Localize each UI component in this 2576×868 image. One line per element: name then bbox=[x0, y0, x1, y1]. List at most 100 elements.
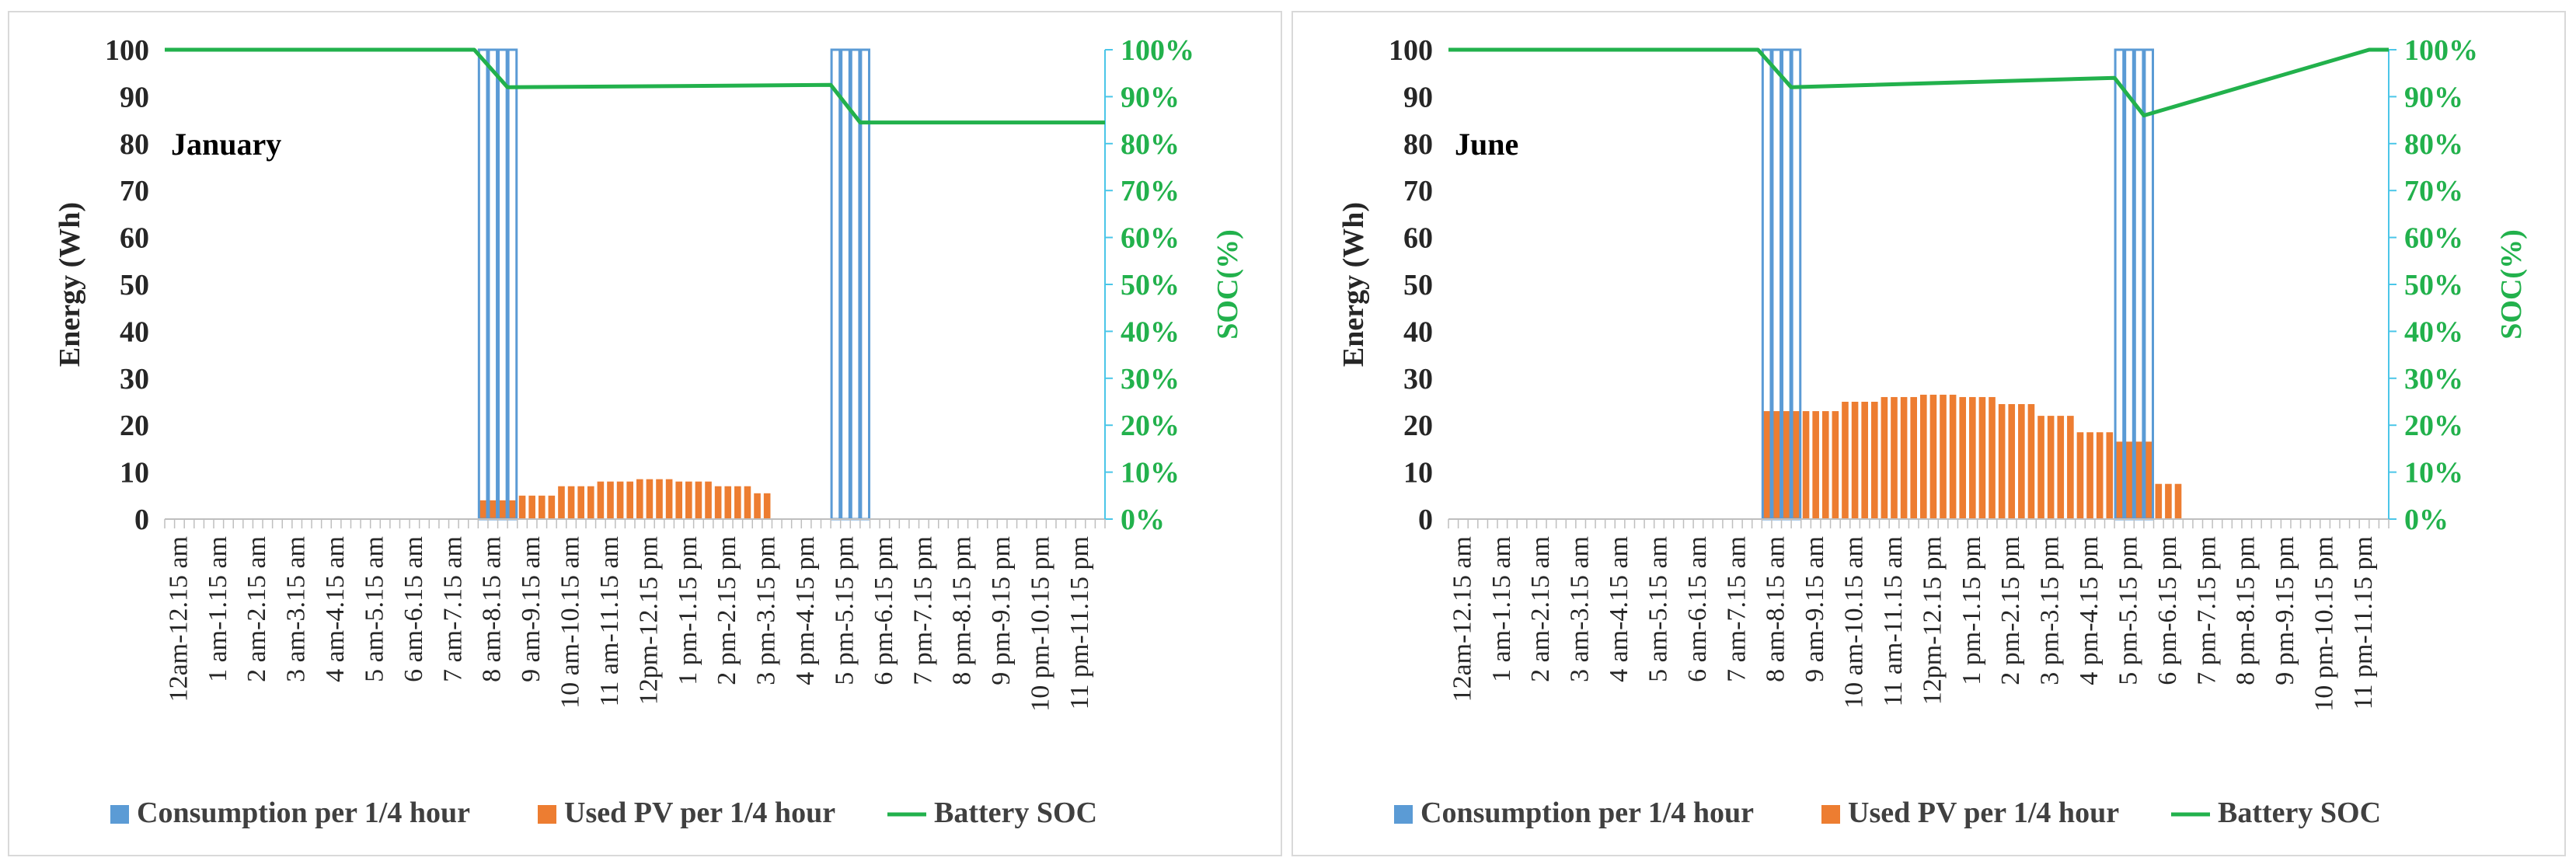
january-used-pv-bar bbox=[567, 486, 575, 519]
january-consumption-bar bbox=[507, 48, 518, 521]
june-used-pv-bar bbox=[2037, 416, 2044, 519]
january-battery-soc-line bbox=[165, 47, 1105, 125]
january-used-pv-bar bbox=[616, 481, 624, 519]
june-x-tick-label: 5 am-5.15 am bbox=[1644, 536, 1672, 682]
january-legend-battery-soc-label: Battery SOC bbox=[934, 797, 1097, 829]
june-x-tick-label: 3 am-3.15 am bbox=[1566, 536, 1595, 682]
january-y2-tick-label: 0% bbox=[1121, 504, 1165, 536]
june-x-tick-label: 6 am-6.15 am bbox=[1683, 536, 1712, 682]
june-used-pv-bar bbox=[2008, 404, 2016, 519]
january-consumption-bar bbox=[497, 48, 508, 521]
january-consumption-bar bbox=[487, 48, 499, 521]
january-used-pv-bar bbox=[528, 495, 535, 519]
june-legend-used-pv-swatch bbox=[1821, 805, 1840, 824]
june-used-pv-bar bbox=[1881, 396, 1888, 519]
january-y-tick-label: 30 bbox=[120, 363, 149, 396]
june-legend-used-pv-label: Used PV per 1/4 hour bbox=[1848, 797, 2119, 829]
june-y2-tick-label: 10% bbox=[2404, 457, 2463, 490]
january-y-tick-label: 60 bbox=[120, 222, 149, 255]
june-used-pv-bar bbox=[2027, 404, 2035, 519]
january-y-tick-label: 90 bbox=[120, 81, 149, 113]
june-x-tick-label: 8 am-8.15 am bbox=[1762, 536, 1790, 682]
june-used-pv-bar bbox=[2106, 432, 2114, 519]
june-used-pv-bar bbox=[1842, 402, 1849, 519]
june-x-tick-label: 4 am-4.15 am bbox=[1605, 536, 1633, 682]
january-y2-tick-label: 100% bbox=[1121, 34, 1194, 67]
january-y-tick-label: 70 bbox=[120, 175, 149, 207]
january-y-axis-title: Energy (Wh) bbox=[54, 202, 86, 367]
june-used-pv-bar bbox=[2155, 483, 2163, 519]
june-used-pv-bar bbox=[1832, 411, 1839, 519]
january-used-pv-bar bbox=[685, 481, 692, 519]
june-month-label: June bbox=[1455, 127, 1518, 162]
january-legend-used-pv-label: Used PV per 1/4 hour bbox=[564, 797, 835, 829]
june-y2-tick-label: 40% bbox=[2404, 315, 2463, 348]
january-used-pv-bar bbox=[724, 486, 732, 519]
june-x-tick-label: 12am-12.15 am bbox=[1448, 536, 1476, 702]
june-y2-tick-label: 60% bbox=[2404, 222, 2463, 255]
june-y2-tick-label: 20% bbox=[2404, 410, 2463, 442]
june-y-tick-label: 100 bbox=[1389, 34, 1433, 67]
june-used-pv-bar bbox=[1821, 411, 1829, 519]
june-x-tick-label: 5 pm-5.15 pm bbox=[2114, 536, 2142, 685]
june-x-tick-label: 1 am-1.15 am bbox=[1487, 536, 1516, 682]
june-y2-tick-label: 0% bbox=[2404, 504, 2449, 536]
june-x-tick-label: 4 pm-4.15 pm bbox=[2075, 536, 2104, 685]
june-y2-tick-label: 30% bbox=[2404, 363, 2463, 396]
june-y2-axis-title: SOC(%) bbox=[2495, 229, 2528, 339]
january-x-tick-label: 9 pm-9.15 pm bbox=[987, 536, 1016, 685]
june-used-pv-bar bbox=[1851, 402, 1859, 519]
june-legend-consumption-swatch bbox=[1394, 805, 1413, 824]
january-consumption-bar bbox=[840, 48, 851, 521]
january-used-pv-bar bbox=[538, 495, 546, 519]
june-used-pv-bar bbox=[2145, 441, 2152, 519]
january-consumption-bar bbox=[477, 48, 489, 521]
january-y2-tick-label: 40% bbox=[1121, 315, 1180, 348]
june-used-pv-bar bbox=[2047, 416, 2055, 519]
january-x-tick-label: 3 am-3.15 am bbox=[282, 536, 311, 682]
january-x-tick-label: 12pm-12.15 pm bbox=[634, 536, 663, 705]
january-used-pv-bar bbox=[675, 481, 683, 519]
june-x-tick-label: 7 pm-7.15 pm bbox=[2192, 536, 2221, 685]
june-y-tick-label: 40 bbox=[1403, 315, 1433, 348]
june-y-tick-label: 70 bbox=[1403, 175, 1433, 207]
january-x-tick-label: 11 am-11.15 am bbox=[595, 536, 624, 706]
june-y-tick-label: 50 bbox=[1403, 269, 1433, 302]
january-y2-tick-label: 60% bbox=[1121, 222, 1180, 255]
january-used-pv-bar bbox=[587, 486, 594, 519]
january-y-tick-label: 10 bbox=[120, 457, 149, 490]
june-y2-tick-label: 50% bbox=[2404, 269, 2463, 302]
june-y2-tick-label: 70% bbox=[2404, 175, 2463, 207]
january-used-pv-bar bbox=[705, 481, 712, 519]
june-used-pv-bar bbox=[2067, 416, 2074, 519]
june-x-tick-label: 9 am-9.15 am bbox=[1800, 536, 1829, 682]
june-used-pv-bar bbox=[1861, 402, 1868, 519]
january-x-tick-label: 1 am-1.15 am bbox=[204, 536, 232, 682]
january-x-tick-label: 5 pm-5.15 pm bbox=[830, 536, 859, 685]
june-used-pv-bar bbox=[1949, 394, 1957, 519]
january-used-pv-bar bbox=[548, 495, 556, 519]
january-used-pv-bar bbox=[558, 486, 565, 519]
january-y2-tick-label: 10% bbox=[1121, 457, 1180, 490]
june-used-pv-bar bbox=[1920, 394, 1927, 519]
january-y2-tick-label: 50% bbox=[1121, 269, 1180, 302]
january-y2-tick-label: 80% bbox=[1121, 128, 1180, 161]
january-x-tick-label: 2 am-2.15 am bbox=[242, 536, 271, 682]
june-x-tick-label: 2 pm-2.15 pm bbox=[1996, 536, 2025, 685]
january-used-pv-bar bbox=[577, 486, 584, 519]
june-chart-panel: 0 10 20 30 40 50 60 70 80 90 100 0% 10% 20% 30% 40% 50% 6… bbox=[1291, 11, 2566, 856]
june-legend-battery-soc-label: Battery SOC bbox=[2218, 797, 2381, 829]
january-used-pv-bar bbox=[489, 500, 497, 519]
january-y2-tick-label: 30% bbox=[1121, 363, 1180, 396]
january-x-tick-label: 12am-12.15 am bbox=[164, 536, 193, 702]
june-used-pv-bar bbox=[1783, 411, 1790, 519]
june-y-tick-label: 30 bbox=[1403, 363, 1433, 396]
january-y-tick-label: 50 bbox=[120, 269, 149, 302]
june-used-pv-bar bbox=[1870, 402, 1878, 519]
january-y2-tick-label: 90% bbox=[1121, 81, 1180, 113]
june-used-pv-bar bbox=[1900, 396, 1908, 519]
january-used-pv-bar bbox=[754, 493, 761, 519]
january-legend-used-pv-swatch bbox=[538, 805, 556, 824]
january-y-tick-label: 80 bbox=[120, 128, 149, 161]
january-x-tick-label: 9 am-9.15 am bbox=[517, 536, 546, 682]
